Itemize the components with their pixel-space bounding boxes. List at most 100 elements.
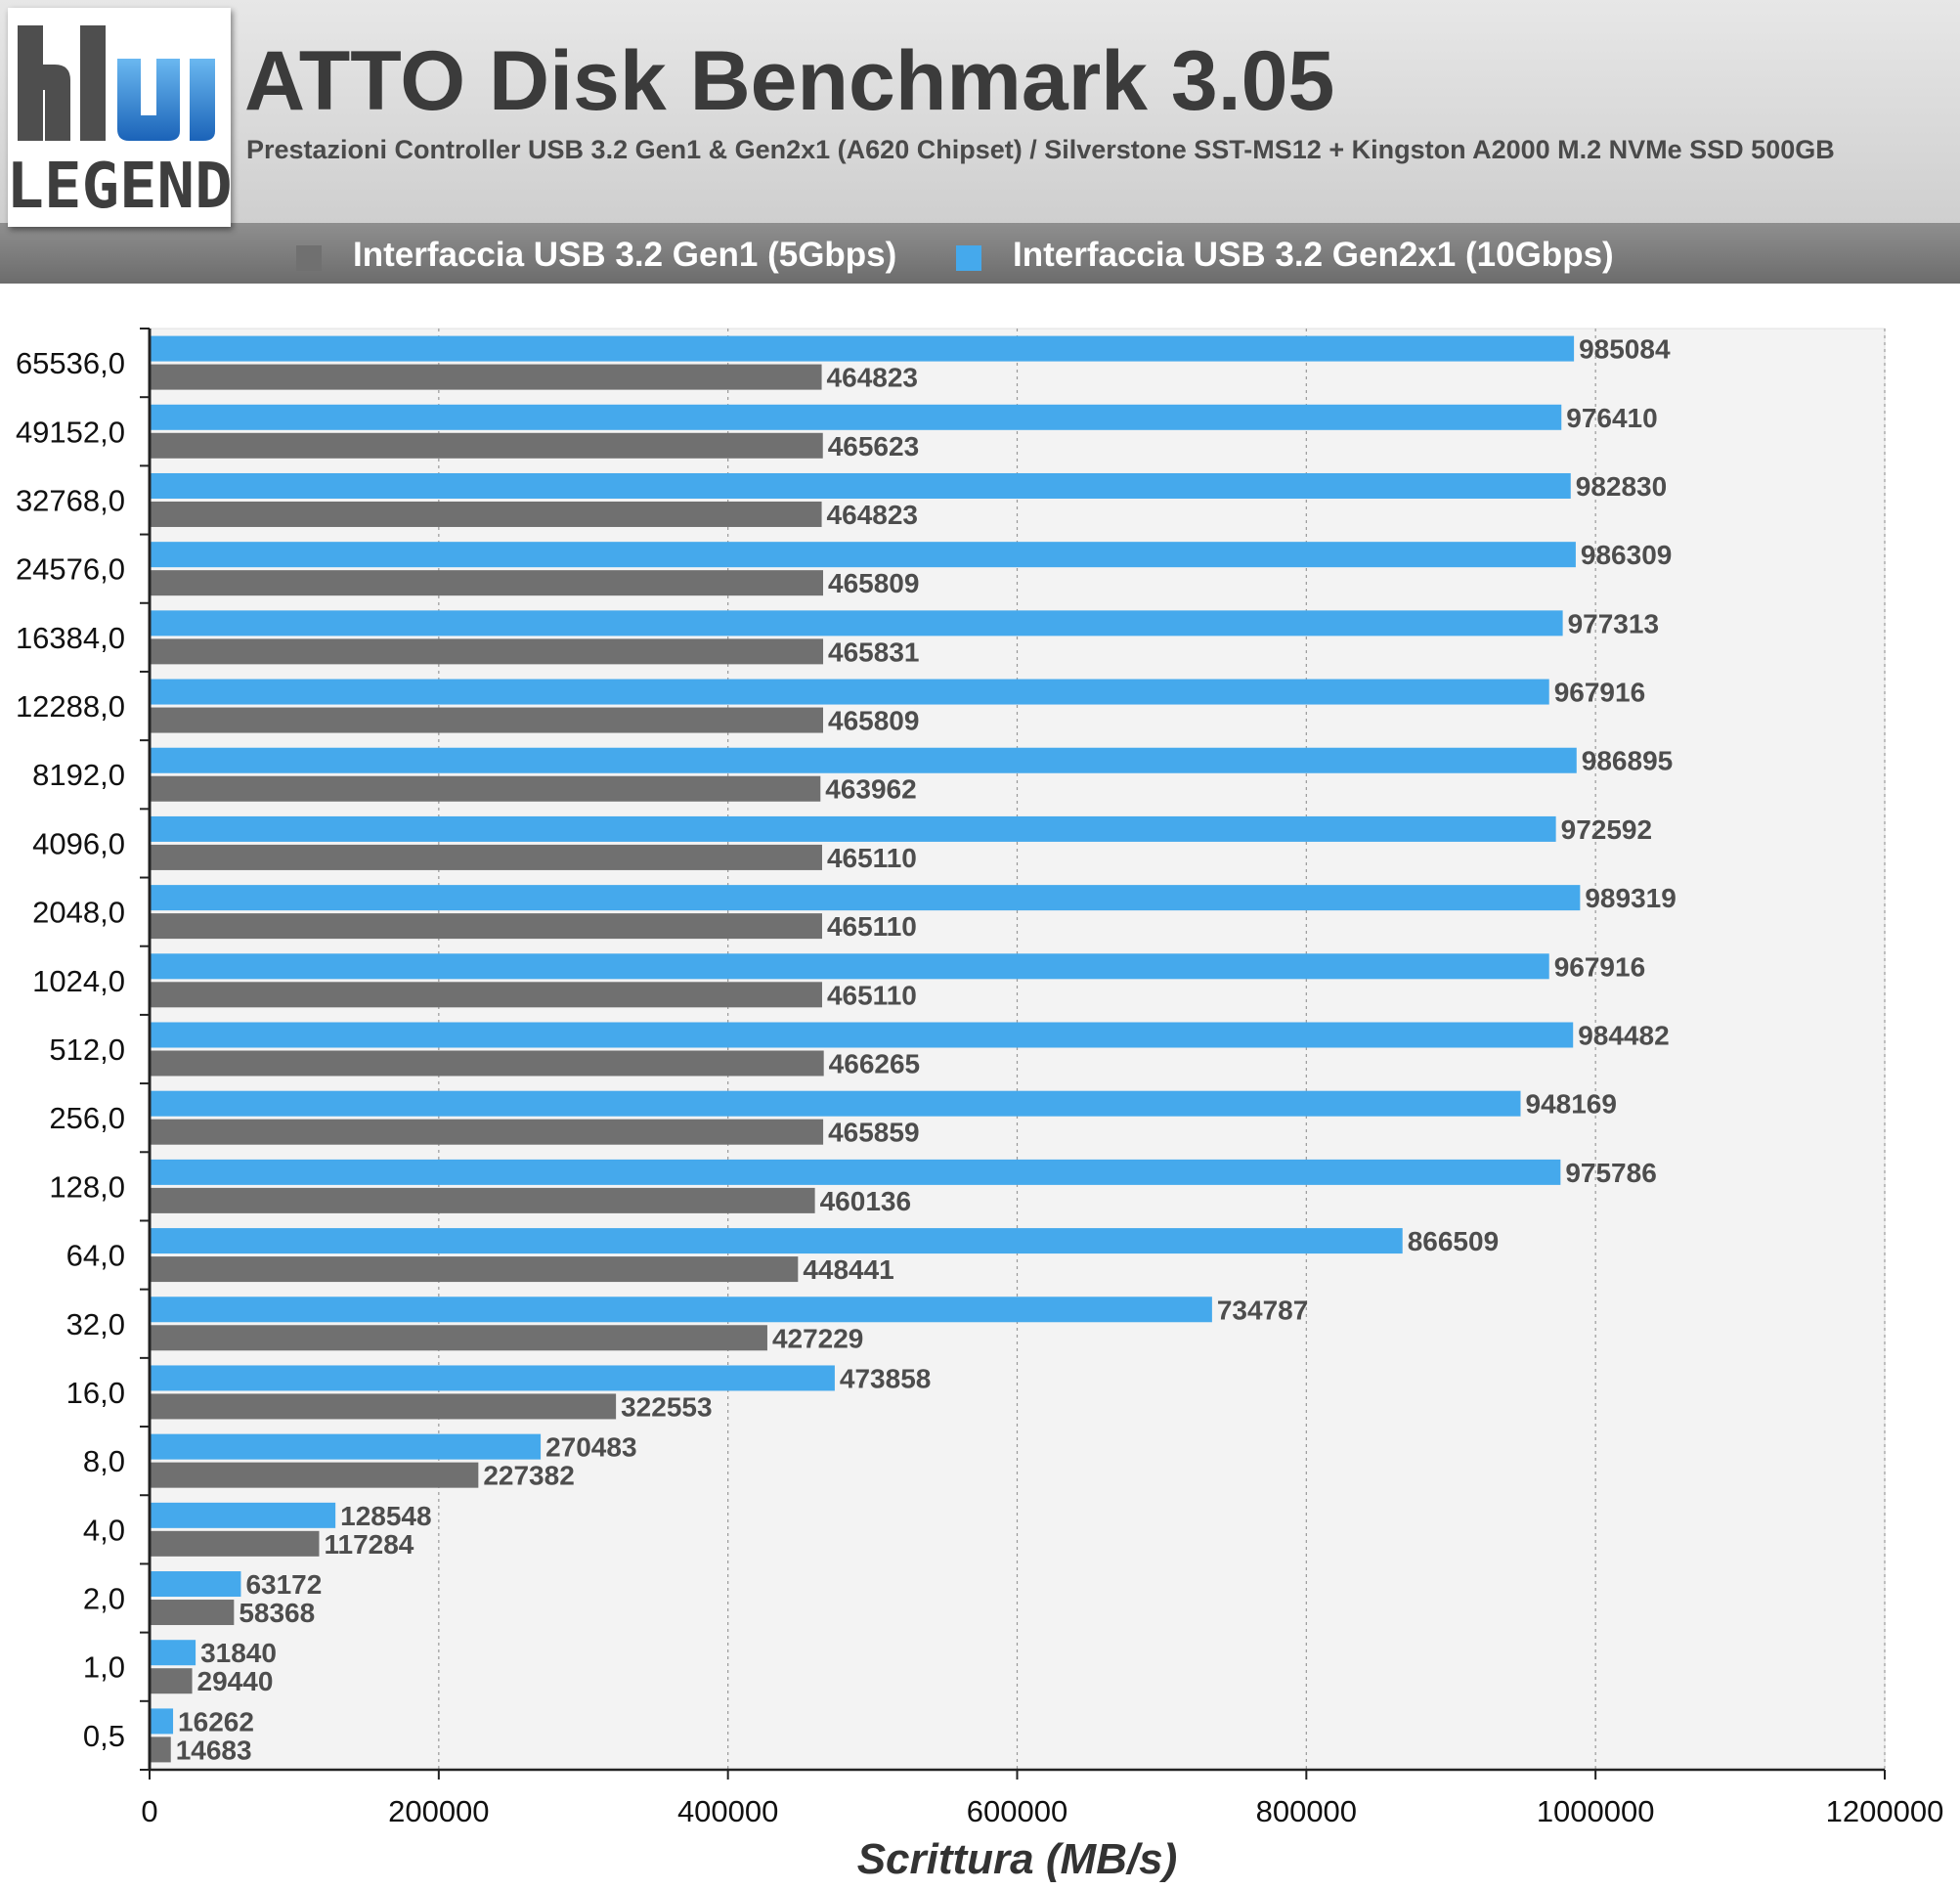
bar-gen2x1 bbox=[151, 1159, 1561, 1185]
y-tick-label: 12288,0 bbox=[16, 689, 125, 724]
data-label: 31840 bbox=[200, 1638, 277, 1668]
data-label: 985084 bbox=[1579, 334, 1671, 365]
data-label: 975786 bbox=[1565, 1158, 1656, 1188]
bar-gen1 bbox=[151, 570, 824, 596]
bar-gen2x1 bbox=[151, 1708, 174, 1735]
data-label: 984482 bbox=[1578, 1021, 1669, 1051]
bar-gen2x1 bbox=[151, 1297, 1212, 1323]
bar-gen1 bbox=[151, 1187, 815, 1213]
data-label: 128548 bbox=[340, 1501, 431, 1531]
data-label: 982830 bbox=[1576, 471, 1667, 502]
legend-swatch-gen2x1 bbox=[956, 245, 981, 271]
data-label: 58368 bbox=[239, 1598, 315, 1628]
bar-gen2x1 bbox=[151, 1228, 1403, 1254]
y-tick-label: 1,0 bbox=[83, 1650, 125, 1685]
value-labels: 985084 464823 976410 465623 982830 464823 9863… bbox=[176, 334, 1677, 1766]
y-tick-label: 32,0 bbox=[66, 1307, 125, 1341]
data-label: 427229 bbox=[772, 1323, 863, 1353]
bar-gen1 bbox=[151, 638, 824, 665]
y-tick-label: 2048,0 bbox=[32, 896, 125, 930]
legend-label-gen2x1: Interfaccia USB 3.2 Gen2x1 (10Gbps) bbox=[1013, 236, 1614, 274]
y-tick-label: 4096,0 bbox=[32, 826, 125, 860]
hw-legend-logo: LEGEND bbox=[6, 8, 233, 227]
data-label: 967916 bbox=[1554, 678, 1645, 708]
data-label: 465110 bbox=[827, 980, 917, 1010]
data-label: 63172 bbox=[245, 1569, 322, 1600]
data-label: 464823 bbox=[827, 500, 918, 530]
data-label: 14683 bbox=[176, 1735, 252, 1765]
bar-gen2x1 bbox=[151, 335, 1575, 362]
data-label: 227382 bbox=[483, 1461, 574, 1491]
bar-gen2x1 bbox=[151, 1090, 1521, 1117]
bar-gen2x1 bbox=[151, 1365, 835, 1391]
data-label: 465623 bbox=[828, 431, 919, 462]
bar-gen2x1 bbox=[151, 1502, 336, 1528]
data-label: 117284 bbox=[324, 1529, 414, 1560]
y-tick-label: 256,0 bbox=[49, 1101, 125, 1135]
bar-gen2x1 bbox=[151, 885, 1581, 911]
page-title: ATTO Disk Benchmark 3.05 bbox=[244, 34, 1335, 128]
y-tick-label: 128,0 bbox=[49, 1169, 125, 1204]
data-label: 465831 bbox=[828, 637, 919, 667]
data-label: 448441 bbox=[803, 1254, 893, 1285]
y-tick-label: 0,5 bbox=[83, 1719, 125, 1753]
bar-gen1 bbox=[151, 364, 822, 390]
bar-gen1 bbox=[151, 913, 822, 940]
bar-gen2x1 bbox=[151, 815, 1556, 842]
data-label: 948169 bbox=[1526, 1089, 1617, 1120]
y-tick-label: 4,0 bbox=[83, 1513, 125, 1547]
data-label: 976410 bbox=[1566, 403, 1657, 433]
data-label: 466265 bbox=[829, 1049, 920, 1079]
legend-label-gen1: Interfaccia USB 3.2 Gen1 (5Gbps) bbox=[353, 236, 897, 274]
bar-gen2x1 bbox=[151, 1571, 241, 1598]
y-tick-label: 65536,0 bbox=[16, 346, 125, 380]
data-label: 465859 bbox=[828, 1118, 919, 1148]
data-label: 322553 bbox=[621, 1391, 712, 1422]
y-tick-label: 16,0 bbox=[66, 1376, 125, 1410]
data-label: 734787 bbox=[1217, 1295, 1308, 1325]
bar-gen1 bbox=[151, 1256, 799, 1283]
y-tick-label: 16384,0 bbox=[16, 621, 125, 655]
y-tick-label: 2,0 bbox=[83, 1582, 125, 1616]
bar-gen1 bbox=[151, 1325, 767, 1351]
y-tick-label: 32768,0 bbox=[16, 483, 125, 517]
data-label: 866509 bbox=[1408, 1226, 1499, 1256]
bar-gen2x1 bbox=[151, 472, 1571, 499]
data-label: 967916 bbox=[1554, 951, 1645, 982]
data-label: 465110 bbox=[827, 911, 917, 942]
bar-gen1 bbox=[151, 1462, 479, 1488]
bar-gen2x1 bbox=[151, 1640, 196, 1666]
bar-gen1 bbox=[151, 1668, 193, 1694]
bar-gen2x1 bbox=[151, 747, 1577, 773]
gridlines bbox=[438, 329, 1886, 1770]
bar-gen2x1 bbox=[151, 610, 1563, 637]
y-tick-label: 512,0 bbox=[49, 1033, 125, 1067]
x-tick-label: 400000 bbox=[677, 1794, 778, 1828]
data-label: 473858 bbox=[840, 1363, 931, 1393]
x-tick-label: 0 bbox=[141, 1794, 157, 1828]
data-label: 986309 bbox=[1581, 540, 1672, 570]
y-tick-label: 64,0 bbox=[66, 1239, 125, 1273]
bar-gen1 bbox=[151, 501, 822, 527]
bar-gen1 bbox=[151, 432, 823, 459]
bar-gen1 bbox=[151, 1736, 171, 1763]
x-axis-title: Scrittura (MB/s) bbox=[857, 1835, 1178, 1883]
data-label: 460136 bbox=[820, 1186, 911, 1216]
x-tick-label: 1200000 bbox=[1826, 1794, 1944, 1828]
bar-gen1 bbox=[151, 1050, 824, 1077]
bar-gen1 bbox=[151, 1600, 235, 1626]
data-label: 270483 bbox=[545, 1432, 636, 1463]
bar-gen1 bbox=[151, 1530, 320, 1557]
logo-text: LEGEND bbox=[8, 151, 231, 223]
bars bbox=[151, 335, 1581, 1763]
y-tick-label: 24576,0 bbox=[16, 552, 125, 587]
bar-gen1 bbox=[151, 707, 824, 733]
y-tick-labels: 65536,0 49152,0 32768,0 24576,0 16384,0 12288… bbox=[16, 346, 125, 1753]
data-label: 972592 bbox=[1561, 814, 1652, 845]
data-label: 986895 bbox=[1582, 746, 1673, 776]
bar-gen2x1 bbox=[151, 1022, 1574, 1048]
bar-gen1 bbox=[151, 1393, 617, 1420]
y-tick-label: 1024,0 bbox=[32, 964, 125, 998]
data-label: 977313 bbox=[1568, 608, 1659, 638]
